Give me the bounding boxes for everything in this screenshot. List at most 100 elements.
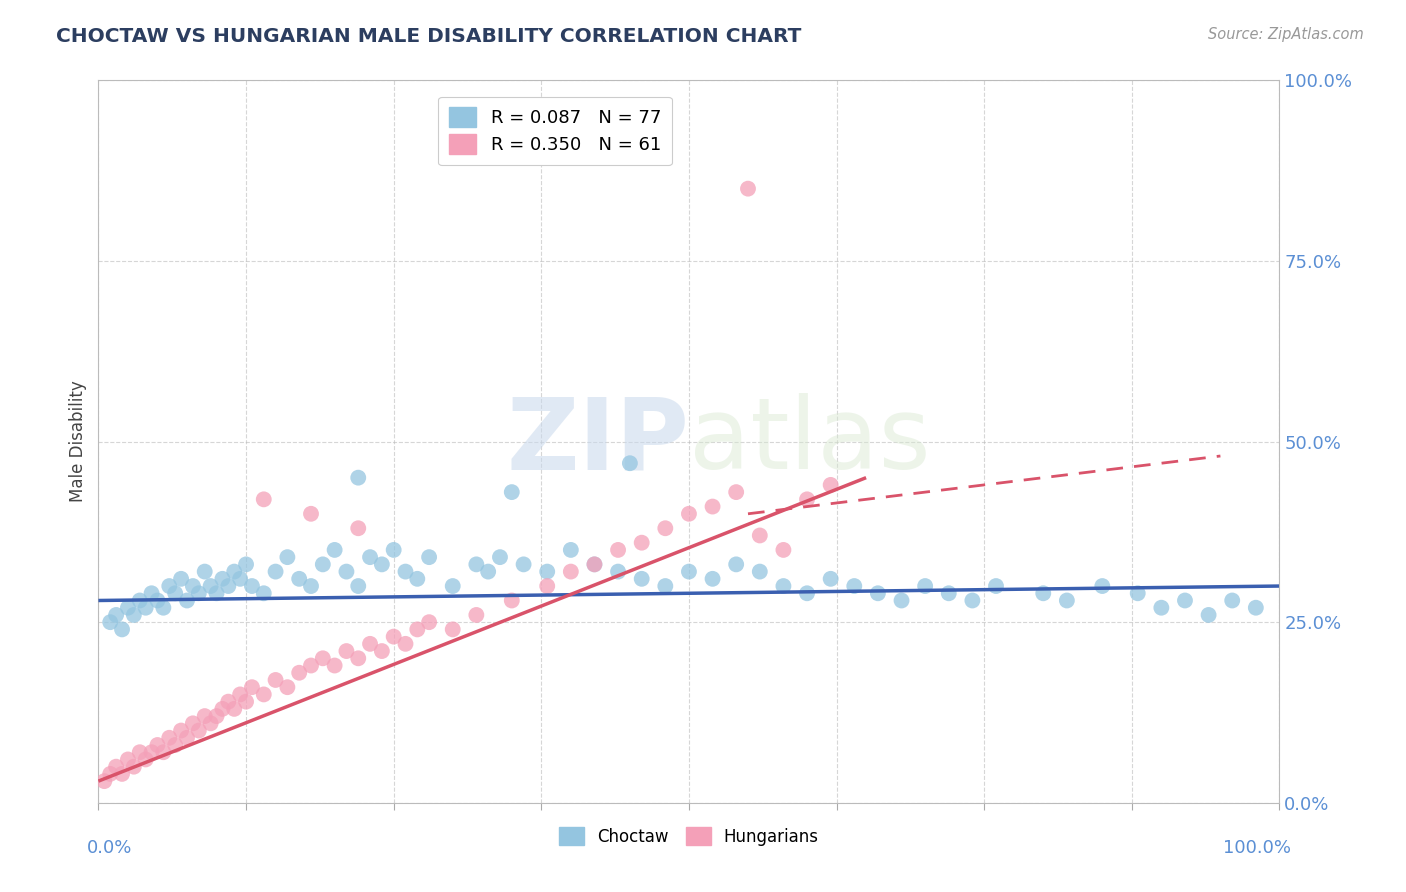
Point: [359, 550, 381, 565]
Point: [264, 565, 287, 579]
Point: [176, 731, 198, 745]
Point: [323, 658, 346, 673]
Point: [276, 680, 298, 694]
Point: [914, 579, 936, 593]
Point: [1056, 593, 1078, 607]
Point: [737, 182, 759, 196]
Point: [229, 687, 252, 701]
Point: [654, 579, 676, 593]
Point: [187, 586, 209, 600]
Point: [165, 586, 187, 600]
Point: [394, 565, 416, 579]
Point: [117, 752, 139, 766]
Point: [1032, 586, 1054, 600]
Point: [962, 593, 984, 607]
Point: [98, 615, 121, 630]
Legend: Choctaw, Hungarians: Choctaw, Hungarians: [553, 821, 825, 852]
Text: 100.0%: 100.0%: [1223, 838, 1291, 857]
Point: [288, 572, 311, 586]
Point: [748, 528, 770, 542]
Point: [176, 593, 198, 607]
Point: [748, 565, 770, 579]
Point: [240, 579, 263, 593]
Text: ZIP: ZIP: [506, 393, 689, 490]
Point: [141, 745, 163, 759]
Point: [489, 550, 512, 565]
Point: [1174, 593, 1197, 607]
Point: [224, 702, 246, 716]
Point: [536, 579, 558, 593]
Point: [560, 565, 582, 579]
Point: [235, 695, 257, 709]
Point: [200, 716, 222, 731]
Point: [135, 600, 157, 615]
Point: [217, 579, 239, 593]
Point: [630, 535, 652, 549]
Point: [654, 521, 676, 535]
Point: [240, 680, 263, 694]
Point: [583, 558, 606, 572]
Point: [253, 492, 276, 507]
Point: [141, 586, 163, 600]
Point: [157, 579, 180, 593]
Point: [725, 558, 748, 572]
Text: atlas: atlas: [689, 393, 931, 490]
Point: [560, 542, 582, 557]
Point: [288, 665, 311, 680]
Point: [187, 723, 209, 738]
Point: [772, 542, 794, 557]
Point: [1091, 579, 1114, 593]
Point: [1220, 593, 1243, 607]
Point: [347, 651, 370, 665]
Point: [501, 485, 523, 500]
Point: [1198, 607, 1220, 622]
Point: [299, 658, 322, 673]
Point: [312, 558, 335, 572]
Point: [441, 579, 464, 593]
Point: [122, 607, 145, 622]
Point: [984, 579, 1007, 593]
Point: [157, 731, 180, 745]
Point: [323, 542, 346, 557]
Point: [512, 558, 534, 572]
Point: [253, 586, 276, 600]
Point: [619, 456, 641, 470]
Point: [583, 558, 606, 572]
Point: [702, 500, 724, 514]
Point: [359, 637, 381, 651]
Point: [128, 593, 150, 607]
Point: [205, 709, 228, 723]
Point: [170, 723, 193, 738]
Point: [312, 651, 335, 665]
Point: [211, 702, 233, 716]
Point: [128, 745, 150, 759]
Point: [276, 550, 298, 565]
Point: [205, 586, 228, 600]
Point: [299, 579, 322, 593]
Point: [1150, 600, 1173, 615]
Point: [465, 558, 488, 572]
Point: [335, 644, 357, 658]
Point: [111, 767, 134, 781]
Point: [678, 565, 700, 579]
Point: [371, 644, 394, 658]
Text: 0.0%: 0.0%: [87, 838, 132, 857]
Point: [536, 565, 558, 579]
Point: [844, 579, 866, 593]
Y-axis label: Male Disability: Male Disability: [69, 381, 87, 502]
Point: [477, 565, 499, 579]
Point: [200, 579, 222, 593]
Point: [165, 738, 187, 752]
Point: [382, 630, 405, 644]
Point: [122, 760, 145, 774]
Point: [347, 470, 370, 484]
Point: [146, 738, 169, 752]
Point: [1244, 600, 1267, 615]
Point: [1126, 586, 1149, 600]
Point: [235, 558, 257, 572]
Point: [93, 774, 115, 789]
Point: [152, 600, 174, 615]
Point: [194, 565, 217, 579]
Point: [630, 572, 652, 586]
Point: [335, 565, 357, 579]
